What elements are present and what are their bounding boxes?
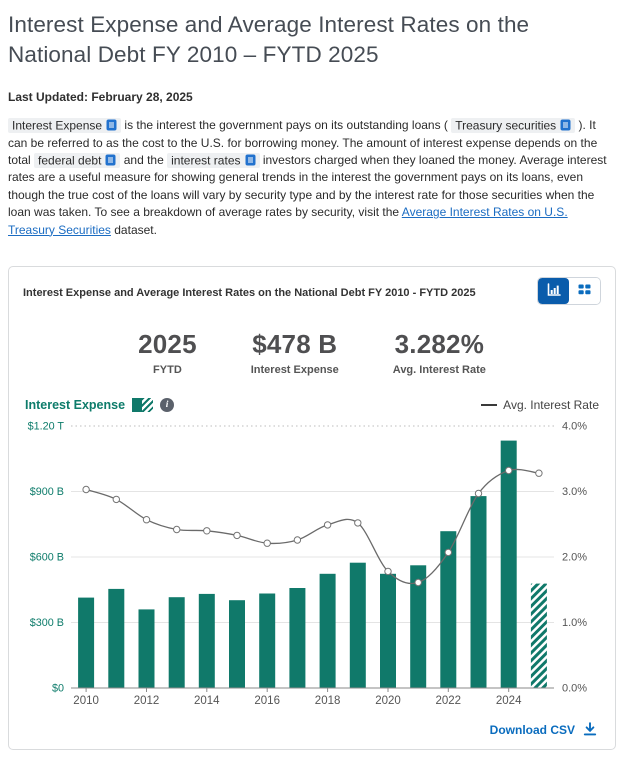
- stat-value: 3.282%: [394, 329, 485, 360]
- rate-point[interactable]: [505, 466, 513, 475]
- rate-point[interactable]: [384, 567, 392, 576]
- expense-bar[interactable]: [78, 597, 95, 689]
- expense-bar[interactable]: [108, 588, 125, 689]
- expense-bar[interactable]: [289, 588, 306, 689]
- expense-bar[interactable]: [229, 600, 245, 689]
- stat-value: 2025: [138, 329, 197, 360]
- rate-point[interactable]: [112, 495, 121, 504]
- chart-card-header: Interest Expense and Average Interest Ra…: [23, 277, 601, 306]
- legend-line-label: Avg. Interest Rate: [503, 398, 599, 413]
- expense-bar[interactable]: [530, 583, 547, 689]
- info-icon[interactable]: i: [160, 398, 175, 413]
- rate-point[interactable]: [323, 521, 332, 529]
- rate-point[interactable]: [354, 519, 362, 527]
- download-csv-label: Download CSV: [489, 723, 575, 738]
- left-axis-tick: $900 B: [30, 486, 64, 498]
- legend-interest-expense: Interest Expense i: [25, 398, 175, 413]
- table-view-button[interactable]: [569, 278, 600, 305]
- page-title: Interest Expense and Average Interest Ra…: [8, 12, 530, 68]
- x-axis-label: 2024: [496, 695, 522, 707]
- left-axis-tick: $300 B: [30, 617, 64, 629]
- summary-stats: 2025 FYTD $478 B Interest Expense 3.282%…: [23, 329, 601, 376]
- left-axis-tick: $0: [52, 683, 64, 695]
- table-icon: [577, 282, 592, 300]
- legend-avg-rate: Avg. Interest Rate: [481, 398, 599, 412]
- expense-bar[interactable]: [380, 573, 396, 689]
- rate-point[interactable]: [233, 531, 241, 540]
- rate-point[interactable]: [293, 536, 302, 544]
- expense-bar[interactable]: [500, 440, 517, 689]
- expense-bar[interactable]: [259, 593, 276, 689]
- chart-area[interactable]: $1.20 T 4.0% $900 B 3.0% $600 B 2.0% $300 B 1.0…: [23, 420, 601, 717]
- x-axis-label: 2016: [254, 695, 280, 707]
- rate-point[interactable]: [474, 489, 483, 498]
- stat-label: FYTD: [153, 364, 182, 377]
- stat-avg-rate: 3.282% Avg. Interest Rate: [393, 329, 486, 376]
- page: Interest Expense and Average Interest Ra…: [8, 12, 616, 751]
- chart-legend: Interest Expense i Avg. Interest Rate: [23, 398, 601, 413]
- chart-card: Interest Expense and Average Interest Ra…: [8, 266, 616, 751]
- rate-point[interactable]: [414, 578, 422, 587]
- rate-point[interactable]: [142, 516, 151, 524]
- legend-bar-label: Interest Expense: [25, 398, 126, 413]
- x-axis-label: 2020: [375, 695, 401, 707]
- chart-footer: Download CSV: [23, 721, 601, 739]
- rate-point[interactable]: [263, 539, 271, 547]
- book-icon: [560, 119, 571, 131]
- download-icon: [583, 721, 597, 739]
- combo-chart[interactable]: $1.20 T 4.0% $900 B 3.0% $600 B 2.0% $300 B 1.0…: [23, 420, 603, 712]
- rate-point[interactable]: [82, 485, 90, 494]
- stat-interest-expense: $478 B Interest Expense: [251, 329, 339, 376]
- chart-view-button[interactable]: [538, 278, 569, 305]
- left-axis-tick: $600 B: [30, 552, 64, 564]
- left-axis-tick: $1.20 T: [28, 421, 65, 433]
- x-axis-label: 2022: [436, 695, 462, 707]
- chart-title: Interest Expense and Average Interest Ra…: [23, 287, 476, 300]
- glossary-term[interactable]: Treasury securities: [451, 117, 576, 133]
- right-axis-tick: 2.0%: [562, 552, 587, 564]
- stat-label: Avg. Interest Rate: [392, 364, 486, 377]
- expense-bar[interactable]: [319, 573, 336, 689]
- expense-bar[interactable]: [198, 593, 215, 689]
- book-icon: [105, 154, 116, 166]
- view-toggle: [537, 277, 601, 306]
- x-axis-label: 2010: [73, 695, 99, 707]
- book-icon: [245, 154, 255, 166]
- stat-fytd: 2025 FYTD: [138, 329, 197, 376]
- stat-value: $478 B: [252, 329, 338, 360]
- rate-point[interactable]: [535, 469, 543, 477]
- intro-paragraph: Interest Expense is the interest the gov…: [8, 117, 607, 237]
- line-swatch: [481, 404, 498, 407]
- expense-bar[interactable]: [470, 496, 487, 689]
- right-axis-tick: 1.0%: [562, 617, 587, 629]
- expense-bar[interactable]: [349, 562, 366, 689]
- rate-point[interactable]: [173, 525, 181, 534]
- right-axis-tick: 0.0%: [562, 683, 587, 695]
- dataset-link[interactable]: Average Interest Rates on U.S. Treasury …: [8, 205, 568, 237]
- glossary-term[interactable]: Interest Expense: [8, 117, 122, 133]
- x-axis-label: 2014: [194, 695, 220, 707]
- rate-point[interactable]: [444, 548, 452, 557]
- bar-swatch: [132, 398, 154, 413]
- glossary-term[interactable]: interest rates: [167, 152, 260, 168]
- expense-bar[interactable]: [410, 565, 427, 689]
- right-axis-tick: 4.0%: [562, 421, 587, 433]
- right-axis-tick: 3.0%: [562, 486, 587, 498]
- book-icon: [106, 119, 117, 131]
- glossary-term[interactable]: federal debt: [34, 152, 121, 168]
- bar-chart-icon: [546, 282, 562, 301]
- stat-label: Interest Expense: [250, 364, 339, 377]
- expense-bar[interactable]: [440, 531, 457, 689]
- expense-bar[interactable]: [138, 609, 155, 689]
- x-axis-label: 2012: [134, 695, 160, 707]
- expense-bar[interactable]: [168, 597, 185, 689]
- last-updated: Last Updated: February 28, 2025: [8, 90, 193, 105]
- rate-point[interactable]: [203, 527, 211, 535]
- download-csv-button[interactable]: Download CSV: [489, 721, 597, 739]
- rate-line: [85, 468, 539, 585]
- x-axis-label: 2018: [315, 695, 341, 707]
